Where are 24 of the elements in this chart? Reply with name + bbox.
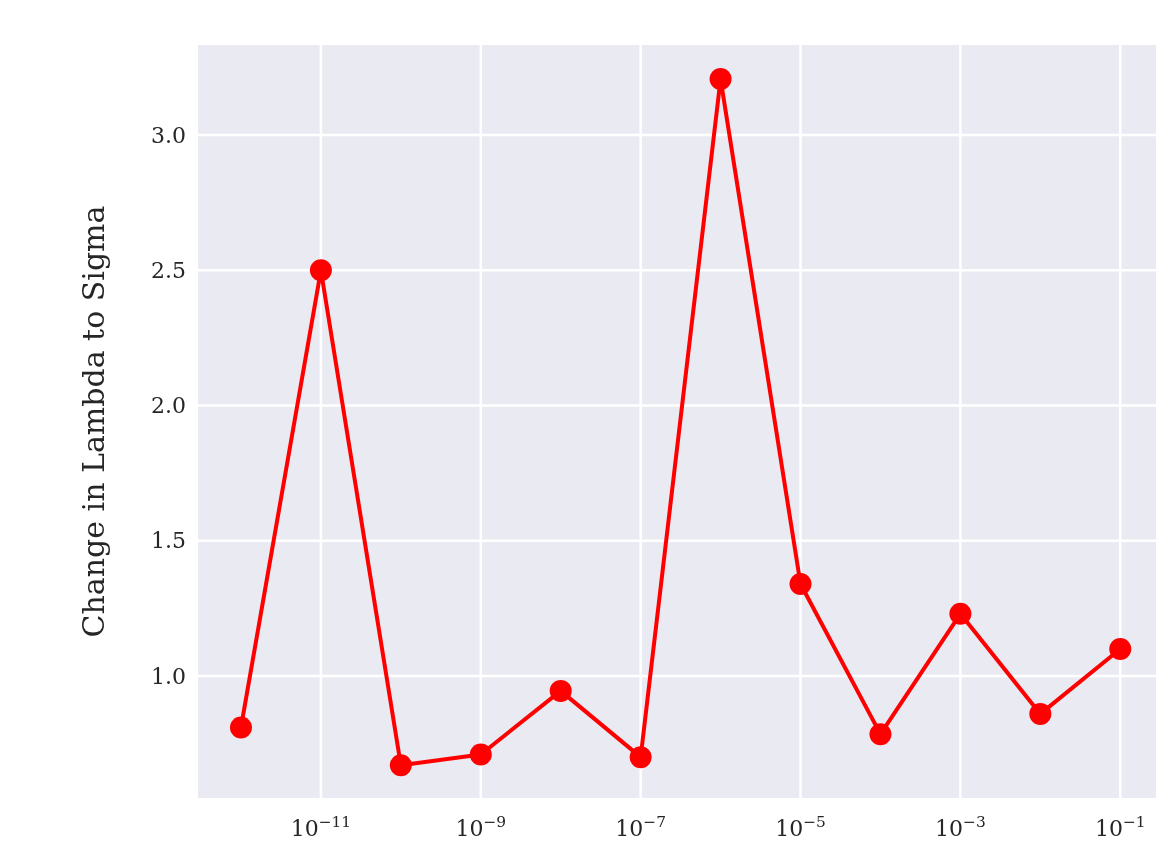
point [709,68,732,91]
point [789,573,812,596]
x-tick-label: 10$^{−9}$ [455,813,507,841]
y-axis-title: Change in Lambda to Sigma [76,205,111,638]
x-tick-label: 10$^{−3}$ [935,813,986,841]
point [629,746,652,769]
y-tick-label: 3.0 [151,122,186,148]
point [549,679,572,702]
point [1109,637,1132,660]
point [309,259,332,282]
y-tick-label: 2.5 [151,258,186,283]
y-tick-label: 2.0 [151,393,186,419]
x-tick-label: 10$^{−7}$ [615,813,666,841]
point [469,743,492,766]
y-tick-label: 1.5 [151,528,186,554]
point [949,602,972,625]
point [389,754,412,777]
x-tick-label: 10$^{−1}$ [1094,813,1146,841]
point [1029,702,1052,725]
x-tick-label: 10$^{−11}$ [290,813,352,841]
point [869,723,892,746]
x-tick-label: 10$^{−5}$ [775,813,826,841]
y-tick-label: 1.0 [151,663,186,689]
point [229,716,252,739]
